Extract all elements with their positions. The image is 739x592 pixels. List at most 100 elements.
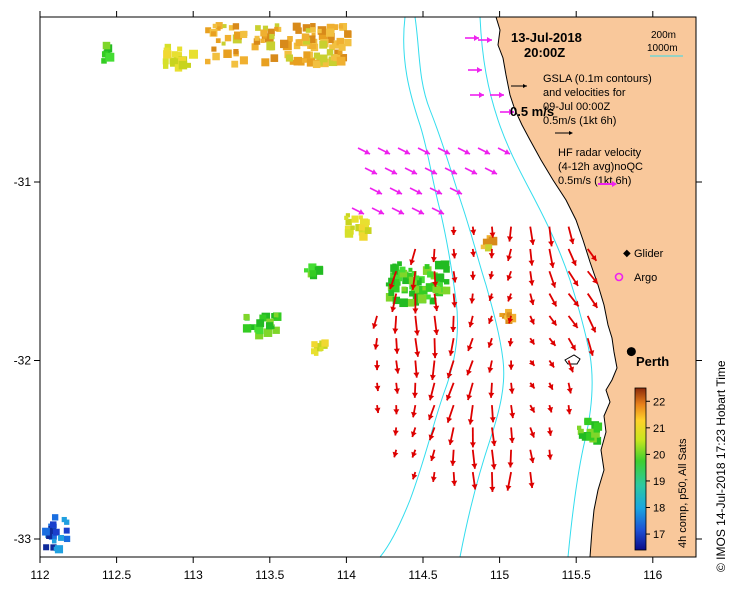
hf-arrow-54 <box>431 338 438 359</box>
hf-arrow-117 <box>471 471 478 490</box>
gsla-arrow-16 <box>389 187 403 195</box>
gsla-arrow-30 <box>500 109 514 115</box>
hf-arrow-87 <box>411 404 417 418</box>
y-tick-label-1: -32 <box>14 354 32 368</box>
gsla-arrow-15 <box>369 187 383 195</box>
x-tick-label-2: 113 <box>184 568 203 582</box>
gsla-arrow-20 <box>351 207 365 215</box>
sst-patch-north-west <box>162 43 198 72</box>
hf-arrow-37 <box>567 293 580 307</box>
x-tick-label-6: 115 <box>490 568 509 582</box>
hf-arrow-115 <box>430 471 437 483</box>
hf-arrow-96 <box>392 427 399 436</box>
hf-arrow-57 <box>487 337 494 348</box>
glider-label: Glider <box>634 248 664 260</box>
hf-arrow-105 <box>392 449 399 458</box>
hf-arrow-64 <box>394 360 401 374</box>
hf-arrow-32 <box>469 293 476 304</box>
hf-arrow-71 <box>528 359 536 367</box>
colorbar-title: 4h comp, p50, All Sats <box>677 438 689 548</box>
argo-label: Argo <box>634 272 657 284</box>
gsla-arrow-24 <box>431 207 445 215</box>
glider-marker: ◆ <box>623 248 631 259</box>
hf-arrow-4 <box>529 226 536 245</box>
sst-patch-north <box>205 22 352 69</box>
gsla-arrow-19 <box>449 187 463 195</box>
hf-arrow-116 <box>451 472 458 486</box>
gsla-arrow-29 <box>470 92 484 98</box>
gsla-arrow-14 <box>484 167 498 175</box>
hf-arrow-7 <box>409 248 417 266</box>
hf-arrow-28 <box>390 293 398 313</box>
x-tick-label-4: 114 <box>337 568 356 582</box>
sst-patch-west-3 <box>304 263 324 280</box>
hf-arrow-30 <box>433 293 440 312</box>
hf-arrow-19 <box>432 271 439 287</box>
hf-arrow-83 <box>547 382 554 391</box>
gsla-arrow-28 <box>490 92 504 98</box>
hf-arrow-36 <box>548 293 558 307</box>
hf-arrow-38 <box>586 293 599 309</box>
hf-line-2: (4-12h avg)noQC <box>558 161 643 173</box>
gsla-line-4: 0.5m/s (1kt 6h) <box>543 115 616 127</box>
hf-arrow-110 <box>490 449 497 470</box>
gsla-arrow-21 <box>371 207 385 215</box>
date-label: 13-Jul-2018 <box>511 30 582 45</box>
hf-arrow-41 <box>413 315 420 336</box>
hf-arrow-26 <box>567 270 579 287</box>
hf-arrow-92 <box>509 404 516 419</box>
gsla-arrow-7 <box>497 147 511 155</box>
hf-arrow-14 <box>548 248 556 268</box>
gsla-arrow-8 <box>364 167 378 175</box>
gsla-arrow-2 <box>397 147 411 155</box>
hf-arrow-51 <box>373 338 380 350</box>
sst-patch-yellow <box>344 213 372 241</box>
hf-arrow-43 <box>450 315 457 333</box>
hf-arrow-12 <box>506 248 513 262</box>
isobath-1000m <box>379 17 458 557</box>
hf-arrow-0 <box>450 226 457 235</box>
x-axis: 112 112.5 113 113.5 114 114.5 115 115.5 116 <box>30 11 663 582</box>
hf-arrow-6 <box>567 226 575 245</box>
hf-arrow-63 <box>374 360 381 371</box>
island <box>564 354 581 365</box>
colorbar-tick-label-3: 19 <box>653 476 665 488</box>
colorbar-tick-label-1: 21 <box>653 423 665 435</box>
perth-marker <box>626 347 636 357</box>
hf-arrow-102 <box>508 427 515 444</box>
x-tick-label-3: 113.5 <box>255 568 284 582</box>
sst-patch-west-2 <box>311 339 329 356</box>
hf-arrow-35 <box>529 293 535 306</box>
hf-arrow-5 <box>548 226 555 247</box>
argo-marker <box>614 272 624 282</box>
gsla-arrow-3 <box>417 147 431 155</box>
x-tick-label-0: 112 <box>30 568 49 582</box>
side-title: © IMOS 14-Jul-2018 17:23 Hobart Time <box>714 360 728 572</box>
sst-patch-west <box>242 312 282 340</box>
hf-arrow-98 <box>428 427 436 441</box>
colorbar-tick-label-5: 17 <box>653 529 665 541</box>
x-tick-label-8: 116 <box>643 568 662 582</box>
x-tick-label-1: 112.5 <box>102 568 131 582</box>
time-label: 20:00Z <box>524 45 565 60</box>
hf-line-3: 0.5m/s (1kt 6h) <box>558 175 631 187</box>
hf-arrow-45 <box>487 315 494 324</box>
hf-arrow-86 <box>393 405 400 415</box>
y-axis: -31 -32 -33 <box>14 175 702 546</box>
hf-arrow-69 <box>487 360 494 373</box>
hf-arrow-107 <box>429 449 436 462</box>
hf-arrow-106 <box>411 449 417 458</box>
gsla-arrow-26 <box>478 37 492 43</box>
hf-arrow-79 <box>466 382 474 401</box>
gsla-line-2: and velocities for <box>543 87 626 99</box>
hf-arrow-89 <box>446 404 455 424</box>
hf-arrow-53 <box>414 338 421 357</box>
hf-arrow-47 <box>529 315 535 325</box>
hf-arrow-65 <box>413 360 420 378</box>
hf-arrow-11 <box>488 248 495 259</box>
perth-label: Perth <box>636 354 669 369</box>
gsla-arrow-5 <box>457 147 471 155</box>
hf-arrow-81 <box>508 382 515 394</box>
hf-arrow-67 <box>446 360 455 379</box>
